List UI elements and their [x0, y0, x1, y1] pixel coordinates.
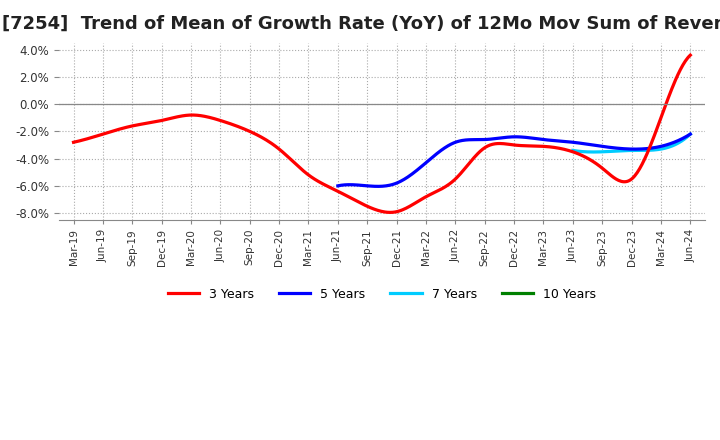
- Legend: 3 Years, 5 Years, 7 Years, 10 Years: 3 Years, 5 Years, 7 Years, 10 Years: [163, 282, 601, 306]
- Title: [7254]  Trend of Mean of Growth Rate (YoY) of 12Mo Mov Sum of Revenues: [7254] Trend of Mean of Growth Rate (YoY…: [2, 15, 720, 33]
